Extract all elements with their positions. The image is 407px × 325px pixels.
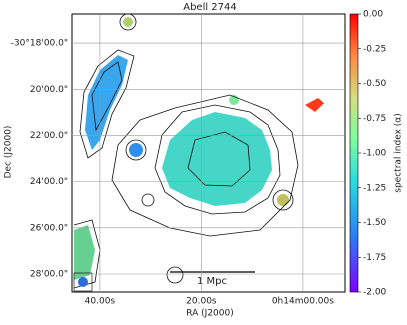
colorbar	[349, 13, 359, 293]
contour	[187, 131, 251, 187]
colorbar-tick-label: -1.50	[363, 218, 387, 228]
y-tick-label: 28'00.0"	[30, 269, 68, 279]
y-tick-label: 22'00.0"	[30, 131, 68, 141]
colorbar-tick-label: -1.75	[363, 253, 386, 263]
chart-title: Abell 2744	[183, 2, 237, 13]
contour	[111, 94, 299, 237]
contour	[166, 266, 184, 284]
y-tick-label: 26'00.0"	[30, 223, 68, 233]
contour	[91, 61, 123, 132]
y-tick-label: 20'00.0"	[30, 85, 68, 95]
contour	[141, 193, 155, 207]
colorbar-tick-label: -0.50	[363, 79, 387, 89]
emission-blob	[74, 225, 95, 280]
scale-bar-label: 1 Mpc	[197, 276, 227, 287]
x-tick-label: 0h14m00.00s	[272, 297, 334, 307]
x-tick-label: 20.00s	[186, 297, 217, 307]
x-tick-label: 40.00s	[85, 297, 116, 307]
colorbar-tick-label: -1.00	[363, 149, 387, 159]
x-axis-label: RA (J2000)	[186, 309, 234, 319]
colorbar-tick-label: 0.00	[363, 10, 383, 20]
emission-blob	[277, 194, 289, 206]
y-axis-label: Dec (J2000)	[4, 126, 14, 179]
contour	[119, 13, 137, 31]
colorbar-tick-label: -0.25	[363, 44, 386, 54]
contour	[125, 139, 147, 161]
contour	[154, 104, 281, 215]
colorbar-tick-label: -2.00	[363, 288, 387, 298]
emission-blob	[123, 17, 133, 27]
colorbar-tick-label: -1.25	[363, 183, 386, 193]
emission-blob	[305, 98, 324, 112]
y-tick-label: 24'00.0"	[30, 177, 68, 187]
emission-blob	[129, 143, 143, 157]
colorbar-tick-label: -0.75	[363, 114, 386, 124]
contour	[79, 49, 135, 159]
beam	[78, 277, 88, 287]
beam-box	[73, 272, 93, 292]
colorbar-label: spectral index (α)	[394, 113, 404, 192]
y-tick-label: -30°18'00.0"	[11, 39, 68, 49]
contour	[272, 189, 294, 211]
